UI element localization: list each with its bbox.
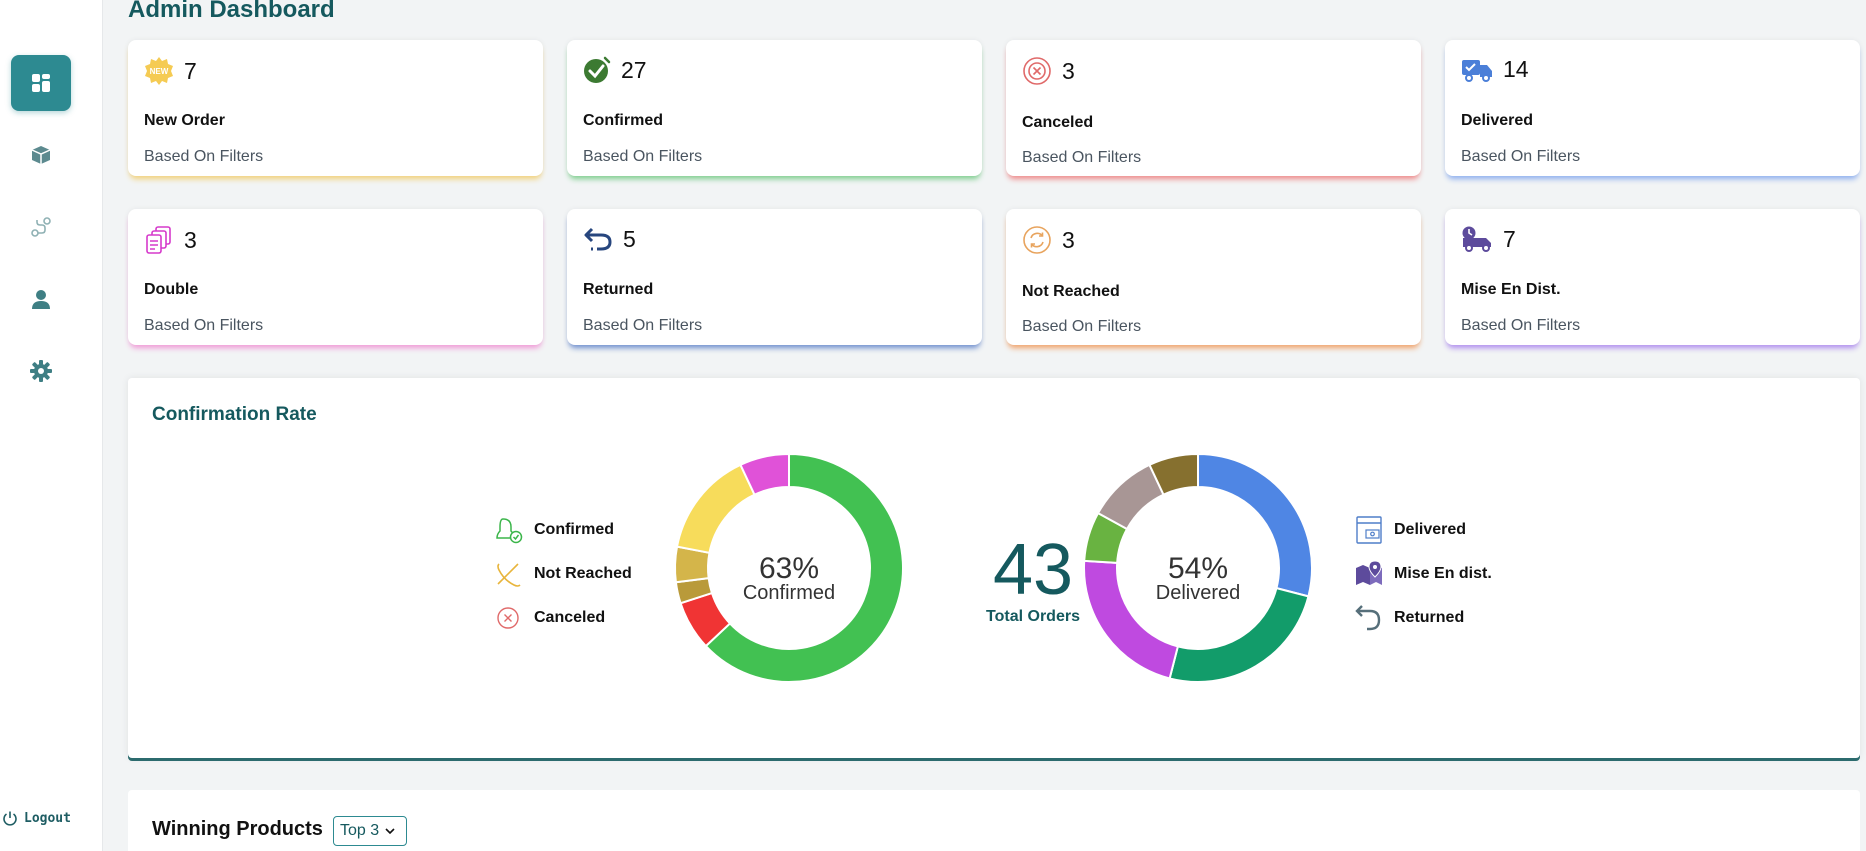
stat-card-mise-en-dist[interactable]: 7 Mise En Dist. Based On Filters: [1445, 209, 1860, 345]
stat-count: 5: [623, 225, 636, 252]
total-orders: 43 Total Orders: [943, 534, 1123, 626]
box-icon: [31, 146, 51, 164]
confirmation-percent: 63%: [758, 552, 820, 585]
map-pin-icon: [1356, 560, 1382, 585]
winning-products-title: Winning Products: [152, 818, 323, 840]
legend-label: Mise En dist.: [1394, 565, 1492, 582]
confirmation-donut-center: 63% Confirmed: [699, 552, 879, 605]
stat-count: 3: [1062, 226, 1075, 253]
legend-item-returned: Returned: [1354, 605, 1492, 631]
stat-subtext: Based On Filters: [144, 317, 264, 334]
stat-subtext: Based On Filters: [1461, 148, 1581, 165]
winning-products-panel: Winning Products Top 3: [128, 790, 1860, 851]
chevron-down-icon: [385, 828, 395, 835]
left-legend: Confirmed Not Reached Canceled: [494, 517, 632, 631]
donut-slice-not-reached: [675, 463, 756, 554]
legend-label: Delivered: [1394, 521, 1467, 538]
sidebar-item-products[interactable]: [11, 127, 71, 183]
legend-label: Canceled: [534, 609, 606, 626]
confirmation-caption: Confirmed: [742, 582, 836, 604]
stat-label: Not Reached: [1022, 283, 1120, 300]
delivery-donut-chart: [1083, 452, 1313, 683]
total-orders-caption: Total Orders: [986, 608, 1080, 625]
dispatch-truck-icon: [1462, 226, 1491, 252]
logout-button[interactable]: Logout: [2, 810, 71, 826]
delivery-caption: Delivered: [1155, 582, 1241, 604]
delivery-percent: 54%: [1167, 552, 1229, 585]
phone-off-icon: [497, 563, 521, 587]
legend-label: Not Reached: [534, 565, 632, 582]
stat-label: Double: [144, 281, 199, 298]
legend-label: Confirmed: [534, 521, 614, 538]
right-legend: Delivered Mise En dist. Returned: [1354, 516, 1492, 631]
delivery-donut-center: 54% Delivered: [1108, 552, 1288, 605]
duplicate-icon: [146, 226, 171, 254]
legend-item-confirmed: Confirmed: [494, 517, 632, 544]
dashboard-icon: [32, 74, 50, 92]
stat-count: 7: [184, 57, 197, 84]
top-count-value: Top 3: [340, 822, 380, 839]
logout-label: Logout: [24, 810, 71, 826]
donut-slice-segment-6: [1148, 452, 1199, 497]
stat-count: 3: [1062, 57, 1075, 84]
stat-subtext: Based On Filters: [583, 148, 703, 165]
stat-label: Delivered: [1461, 112, 1534, 129]
stat-subtext: Based On Filters: [1022, 318, 1142, 335]
confirmation-donut-chart: [674, 452, 904, 683]
panel-title: Confirmation Rate: [152, 404, 317, 425]
top-count-select[interactable]: Top 3: [333, 816, 407, 846]
total-orders-value: 43: [992, 530, 1074, 610]
stat-subtext: Based On Filters: [144, 148, 264, 165]
stat-subtext: Based On Filters: [1461, 317, 1581, 334]
stat-card-canceled[interactable]: 3 Canceled Based On Filters: [1006, 40, 1421, 176]
donut-slice-confirmed: [704, 452, 904, 683]
stat-label: Confirmed: [583, 112, 663, 129]
return-arrow-icon: [1355, 605, 1381, 631]
legend-item-canceled: Canceled: [494, 605, 632, 631]
sidebar-item-users[interactable]: [11, 271, 71, 327]
legend-label: Returned: [1394, 609, 1465, 626]
stat-card-returned[interactable]: 5 Returned Based On Filters: [567, 209, 982, 345]
confirmation-rate-panel: Confirmation Rate Confirmed Not Reached …: [128, 378, 1860, 758]
gear-icon: [30, 360, 52, 382]
user-check-icon: [496, 518, 523, 544]
stat-label: Canceled: [1022, 114, 1094, 131]
stat-count: 3: [184, 226, 197, 253]
package-icon: [1356, 516, 1382, 544]
stat-card-delivered[interactable]: 14 Delivered Based On Filters: [1445, 40, 1860, 176]
new-badge-icon: NEW: [145, 57, 173, 85]
sidebar-item-routes[interactable]: [11, 199, 71, 255]
return-arrow-icon: [584, 227, 612, 251]
stat-card-new-order[interactable]: NEW 7 New Order Based On Filters: [128, 40, 543, 176]
stat-subtext: Based On Filters: [583, 317, 703, 334]
stat-label: Returned: [583, 281, 654, 298]
power-icon: [3, 811, 17, 826]
user-icon: [32, 290, 50, 309]
stat-subtext: Based On Filters: [1022, 149, 1142, 166]
stat-label: Mise En Dist.: [1461, 281, 1561, 298]
refresh-circle-icon: [1023, 226, 1051, 254]
donut-slice-segment-6: [739, 452, 790, 497]
check-circle-icon: [584, 56, 611, 83]
page-title: Admin Dashboard: [128, 0, 335, 23]
sidebar-item-settings[interactable]: [11, 343, 71, 399]
cancel-circle-icon: [497, 607, 519, 629]
sidebar: Logout: [0, 0, 103, 851]
legend-item-delivered: Delivered: [1354, 516, 1492, 544]
sidebar-item-dashboard[interactable]: [11, 55, 71, 111]
cancel-circle-icon: [1023, 57, 1051, 85]
stat-count: 14: [1503, 56, 1529, 82]
legend-item-not-reached: Not Reached: [494, 561, 632, 587]
stat-card-not-reached[interactable]: 3 Not Reached Based On Filters: [1006, 209, 1421, 345]
svg-text:NEW: NEW: [150, 67, 169, 76]
stat-card-double[interactable]: 3 Double Based On Filters: [128, 209, 543, 345]
route-icon: [31, 217, 51, 237]
stat-count: 7: [1503, 225, 1516, 252]
delivery-truck-icon: [1462, 59, 1492, 82]
legend-item-mise-en-dist: Mise En dist.: [1354, 560, 1492, 587]
stat-card-confirmed[interactable]: 27 Confirmed Based On Filters: [567, 40, 982, 176]
stat-label: New Order: [144, 112, 225, 129]
stat-count: 27: [621, 56, 647, 83]
